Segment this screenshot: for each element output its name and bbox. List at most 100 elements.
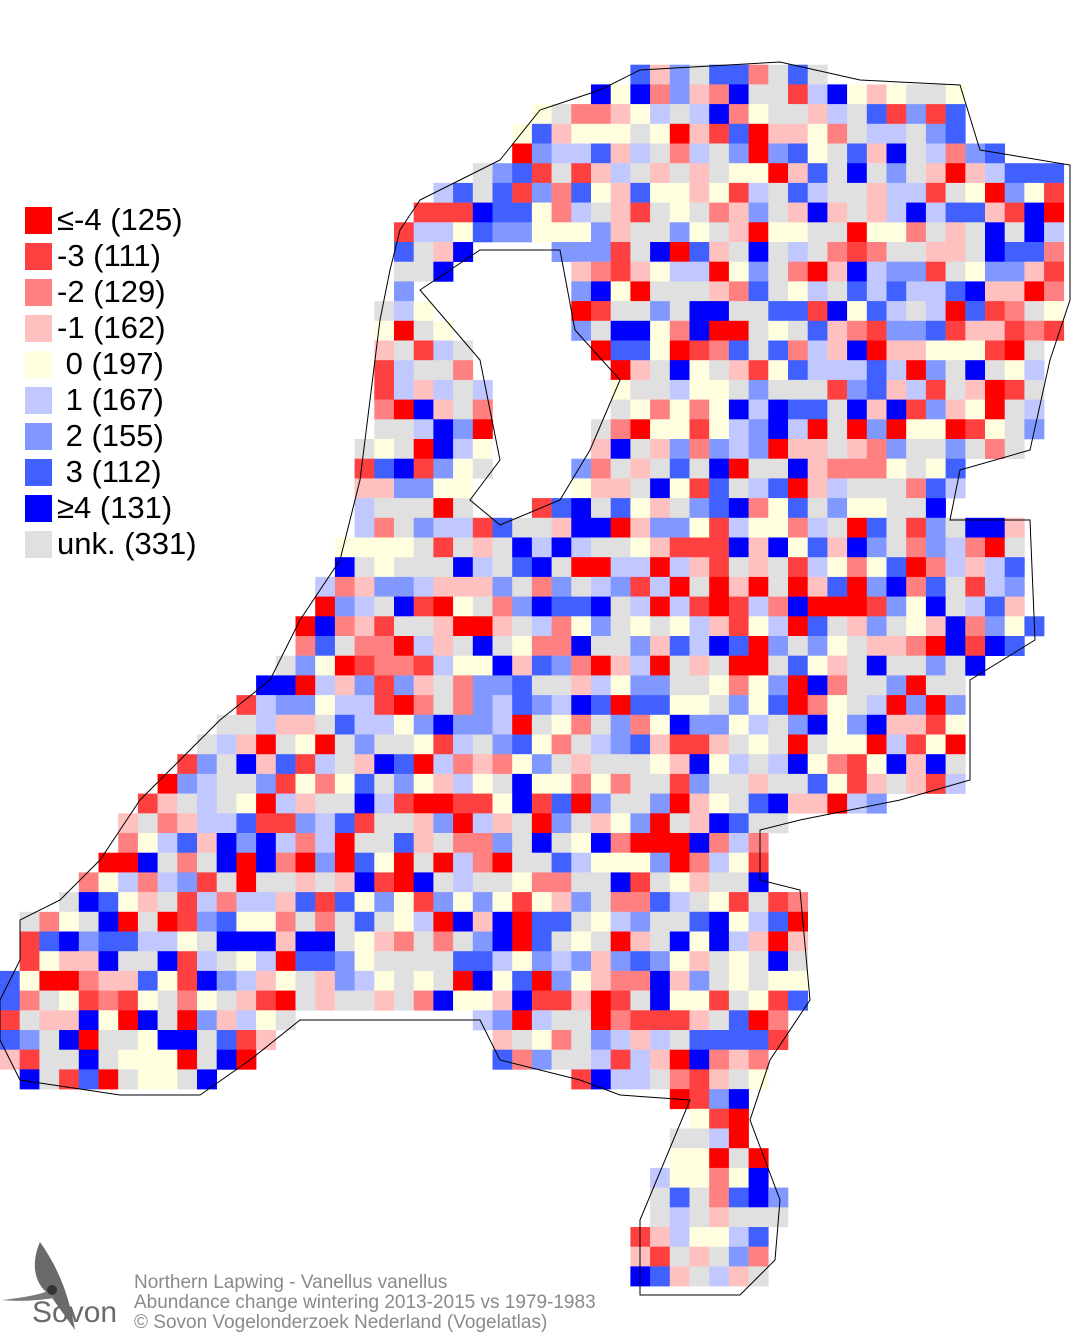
grid-cell [197,1010,217,1031]
grid-cell [709,399,730,420]
grid-cell [906,379,927,400]
grid-cell [866,439,887,459]
grid-cell [78,951,99,972]
grid-cell [315,892,336,913]
grid-cell [374,616,395,637]
grid-cell [669,498,690,519]
grid-cell [728,833,749,853]
grid-cell [886,123,907,144]
grid-cell [748,1227,769,1247]
grid-cell [1024,399,1045,420]
grid-cell [925,222,946,243]
grid-cell [906,439,927,459]
grid-cell [807,261,828,282]
legend-item: 2 (155) [25,418,197,454]
grid-cell [610,399,631,420]
grid-cell [413,340,434,361]
grid-cell [827,458,848,479]
grid-cell [788,990,808,1011]
grid-cell [630,970,651,991]
grid-cell [728,84,749,105]
grid-cell [1004,222,1025,243]
grid-cell [315,931,336,952]
grid-cell [354,537,375,558]
grid-cell [157,951,178,972]
grid-cell [591,202,611,223]
grid-cell [394,833,414,853]
grid-cell [847,773,868,794]
grid-cell [610,84,631,105]
grid-cell [709,163,730,184]
grid-cell [827,301,848,322]
grid-cell [551,517,572,538]
grid-cell [177,754,198,775]
grid-cell [650,1246,671,1267]
grid-cell [571,990,592,1011]
grid-cell [728,281,749,302]
grid-cell [374,596,395,617]
grid-cell [768,793,789,814]
grid-cell [433,320,454,341]
grid-cell [689,833,710,853]
grid-cell [531,1030,552,1050]
grid-cell [433,951,454,972]
grid-cell [689,261,710,282]
grid-cell [827,419,848,440]
grid-cell [512,143,533,164]
grid-cell [650,557,671,578]
grid-cell [591,1049,611,1070]
grid-cell [591,261,611,282]
grid-cell [906,143,927,164]
grid-cell [788,360,808,381]
grid-cell [689,1030,710,1050]
grid-cell [413,793,434,814]
grid-cell [216,813,237,834]
grid-cell [788,714,808,735]
grid-cell [709,84,730,105]
grid-cell [748,458,769,479]
grid-cell [295,773,316,794]
grid-cell [748,1207,769,1228]
grid-cell [315,833,336,853]
grid-cell [985,261,1005,282]
grid-cell [985,517,1005,538]
grid-cell [354,754,375,775]
grid-cell [728,478,749,499]
legend-swatch [25,314,52,342]
grid-cell [551,123,572,144]
grid-cell [551,734,572,755]
grid-cell [354,675,375,696]
grid-cell [709,261,730,282]
grid-cell [669,242,690,262]
grid-cell [965,340,986,361]
grid-cell [768,714,789,735]
grid-cell [216,911,237,932]
grid-cell [256,872,277,893]
grid-cell [433,813,454,834]
grid-cell [354,793,375,814]
grid-cell [531,990,552,1011]
grid-cell [591,517,611,538]
grid-cell [630,84,651,105]
grid-cell [748,517,769,538]
grid-cell [827,222,848,243]
grid-cell [709,301,730,322]
grid-cell [630,636,651,656]
grid-cell [256,892,277,913]
grid-cell [847,163,868,184]
grid-cell [512,202,533,223]
grid-cell [689,636,710,656]
grid-cell [610,616,631,637]
grid-cell [768,537,789,558]
grid-cell [886,320,907,341]
grid-cell [985,281,1005,302]
grid-cell [650,833,671,853]
grid-cell [925,773,946,794]
grid-cell [807,576,828,597]
grid-cell [748,872,769,893]
grid-cell [630,182,651,203]
grid-cell [807,754,828,775]
grid-cell [728,990,749,1011]
grid-cell [492,734,513,755]
grid-cell [571,773,592,794]
